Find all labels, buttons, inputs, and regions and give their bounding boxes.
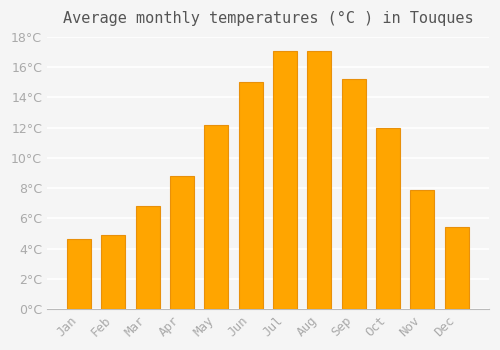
Bar: [102, 235, 126, 309]
Bar: [308, 51, 332, 309]
Bar: [238, 82, 263, 309]
Bar: [67, 239, 91, 309]
Title: Average monthly temperatures (°C ) in Touques: Average monthly temperatures (°C ) in To…: [62, 11, 473, 26]
Bar: [342, 79, 366, 309]
Bar: [170, 176, 194, 309]
Bar: [204, 125, 229, 309]
Bar: [410, 190, 434, 309]
Bar: [445, 228, 469, 309]
Bar: [273, 51, 297, 309]
Bar: [136, 206, 160, 309]
Bar: [376, 128, 400, 309]
